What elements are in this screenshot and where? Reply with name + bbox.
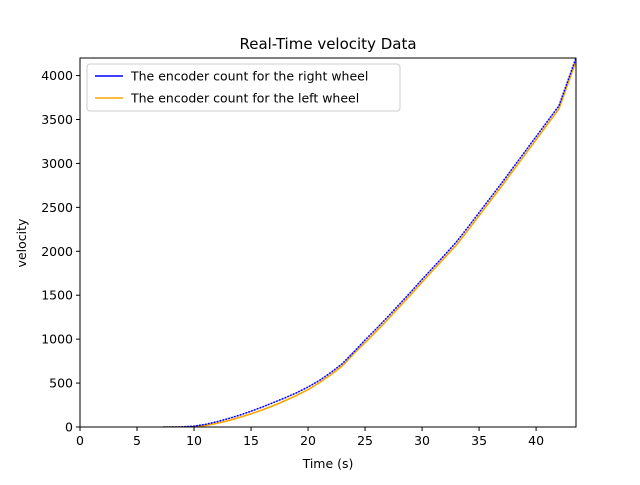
- x-tick-label: 10: [186, 433, 202, 448]
- y-tick-label: 500: [49, 376, 73, 391]
- x-tick-label: 25: [357, 433, 373, 448]
- series-line-left-wheel: [163, 60, 576, 427]
- axes-frame: [79, 57, 577, 428]
- axes: 0 5 10 15 20 25 30 35 40 0 500 1000 1500 2000 2500 3000…: [41, 57, 577, 448]
- y-tick-label: 3500: [41, 112, 73, 127]
- y-tick-label: 2500: [41, 200, 73, 215]
- y-tick-label: 0: [65, 420, 73, 435]
- x-tick-label: 20: [300, 433, 316, 448]
- x-tick-label: 15: [243, 433, 259, 448]
- legend: The encoder count for the right wheel The…: [86, 63, 401, 112]
- chart-title: Real-Time velocity Data: [239, 35, 416, 53]
- y-tick-label: 3000: [41, 156, 73, 171]
- x-axis-label: Time (s): [302, 456, 354, 471]
- y-tick-label: 4000: [41, 68, 73, 83]
- legend-label: The encoder count for the right wheel: [130, 69, 368, 84]
- x-tick-label: 35: [471, 433, 487, 448]
- y-tick-label: 1000: [41, 332, 73, 347]
- y-axis-label: velocity: [14, 218, 29, 267]
- legend-box: [86, 63, 401, 112]
- legend-label: The encoder count for the left wheel: [130, 91, 359, 106]
- plot-area: [163, 58, 576, 427]
- x-tick-label: 30: [414, 433, 430, 448]
- x-tick-label: 40: [528, 433, 544, 448]
- y-tick-label: 1500: [41, 288, 73, 303]
- y-tick-label: 2000: [41, 244, 73, 259]
- series-line-right-wheel-core: [163, 58, 576, 427]
- x-tick-label: 0: [76, 433, 84, 448]
- x-tick-label: 5: [133, 433, 141, 448]
